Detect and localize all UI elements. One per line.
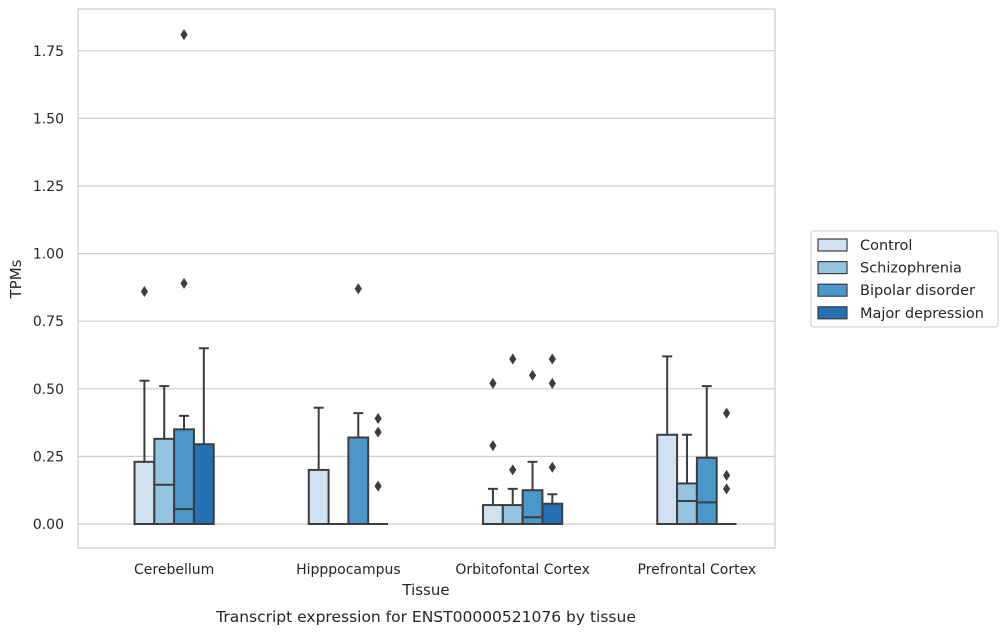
legend-label: Major depression — [860, 306, 984, 322]
outlier-point — [140, 285, 149, 297]
legend-label: Schizophrenia — [860, 261, 962, 277]
x-tick-label: Hipppocampus — [296, 562, 401, 578]
outlier-point — [374, 413, 382, 425]
y-tick-label: 1.50 — [33, 111, 64, 127]
legend-swatch — [817, 306, 848, 320]
x-tick-label: Cerebellum — [134, 562, 214, 578]
box-3-3 — [716, 407, 737, 525]
box-rect — [541, 502, 564, 526]
plot-frame — [77, 8, 776, 549]
outlier-point — [354, 283, 362, 295]
box-1-0 — [307, 406, 330, 526]
y-tick-label: 0.25 — [33, 449, 64, 465]
box-2-3 — [541, 353, 564, 526]
legend-label: Bipolar disorder — [860, 283, 975, 299]
outlier-point — [722, 483, 731, 495]
legend: Control Schizophrenia Bipolar disorder Majo… — [810, 230, 999, 328]
outlier-point — [509, 353, 517, 365]
x-tick-labels: Cerebellum Hipppocampus Orbitofontal Corte… — [134, 562, 756, 578]
outlier-point — [548, 377, 556, 389]
outlier-point — [374, 480, 382, 492]
box-0-3 — [192, 347, 215, 525]
outlier-point — [489, 377, 497, 389]
y-tick-label: 1.25 — [33, 179, 64, 195]
legend-swatch — [817, 283, 848, 297]
outlier-point — [374, 426, 382, 438]
box-rect — [482, 504, 504, 525]
box-0-2 — [173, 29, 195, 525]
box-rect — [307, 468, 330, 526]
y-tick-label: 1.00 — [33, 247, 64, 263]
box-2-2 — [521, 369, 544, 526]
y-axis-label: TPMs — [7, 259, 25, 299]
y-tick-label: 1.75 — [33, 44, 64, 60]
box-0-1 — [153, 385, 176, 526]
legend-swatch — [817, 261, 848, 275]
box-3-0 — [656, 355, 679, 526]
x-tick-label: Prefrontal Cortex — [638, 562, 757, 578]
box-rect — [133, 460, 156, 526]
legend-swatch — [817, 238, 848, 252]
boxes — [133, 29, 737, 526]
y-tick-label: 0.75 — [33, 314, 64, 330]
chart-caption: Transcript expression for ENST0000052107… — [215, 608, 636, 626]
outlier-point — [548, 461, 556, 473]
y-tick-label: 0.00 — [33, 517, 64, 533]
box-rect — [695, 456, 718, 526]
box-rect — [656, 433, 679, 526]
outlier-point — [548, 353, 556, 365]
legend-frame — [810, 230, 999, 328]
box-2-0 — [482, 377, 504, 525]
box-3-1 — [676, 433, 698, 526]
outlier-point — [489, 440, 497, 452]
y-tick-label: 0.50 — [33, 382, 64, 398]
outlier-point — [722, 469, 731, 481]
x-tick-label: Orbitofontal Cortex — [455, 562, 590, 578]
box-1-3 — [368, 413, 388, 525]
legend-label: Control — [860, 238, 912, 254]
outlier-point — [180, 29, 188, 41]
box-0-0 — [133, 285, 156, 526]
legend-items: Control Schizophrenia Bipolar disorder Majo… — [817, 238, 984, 322]
outlier-point — [509, 464, 517, 476]
x-axis-label: Tissue — [401, 581, 449, 599]
box-rect — [347, 436, 370, 525]
box-rect — [153, 437, 176, 526]
box-rect — [192, 443, 215, 525]
outlier-point — [180, 277, 188, 289]
box-rect — [501, 504, 524, 525]
box-1-2 — [347, 283, 370, 525]
y-tick-labels: 0.00 0.25 0.50 0.75 1.00 1.25 1.50 1.75 — [33, 44, 64, 533]
outlier-point — [722, 407, 731, 419]
box-2-1 — [501, 353, 524, 525]
box-rect — [676, 482, 698, 526]
outlier-point — [528, 369, 537, 381]
box-rect — [521, 489, 544, 526]
box-3-2 — [695, 385, 718, 526]
